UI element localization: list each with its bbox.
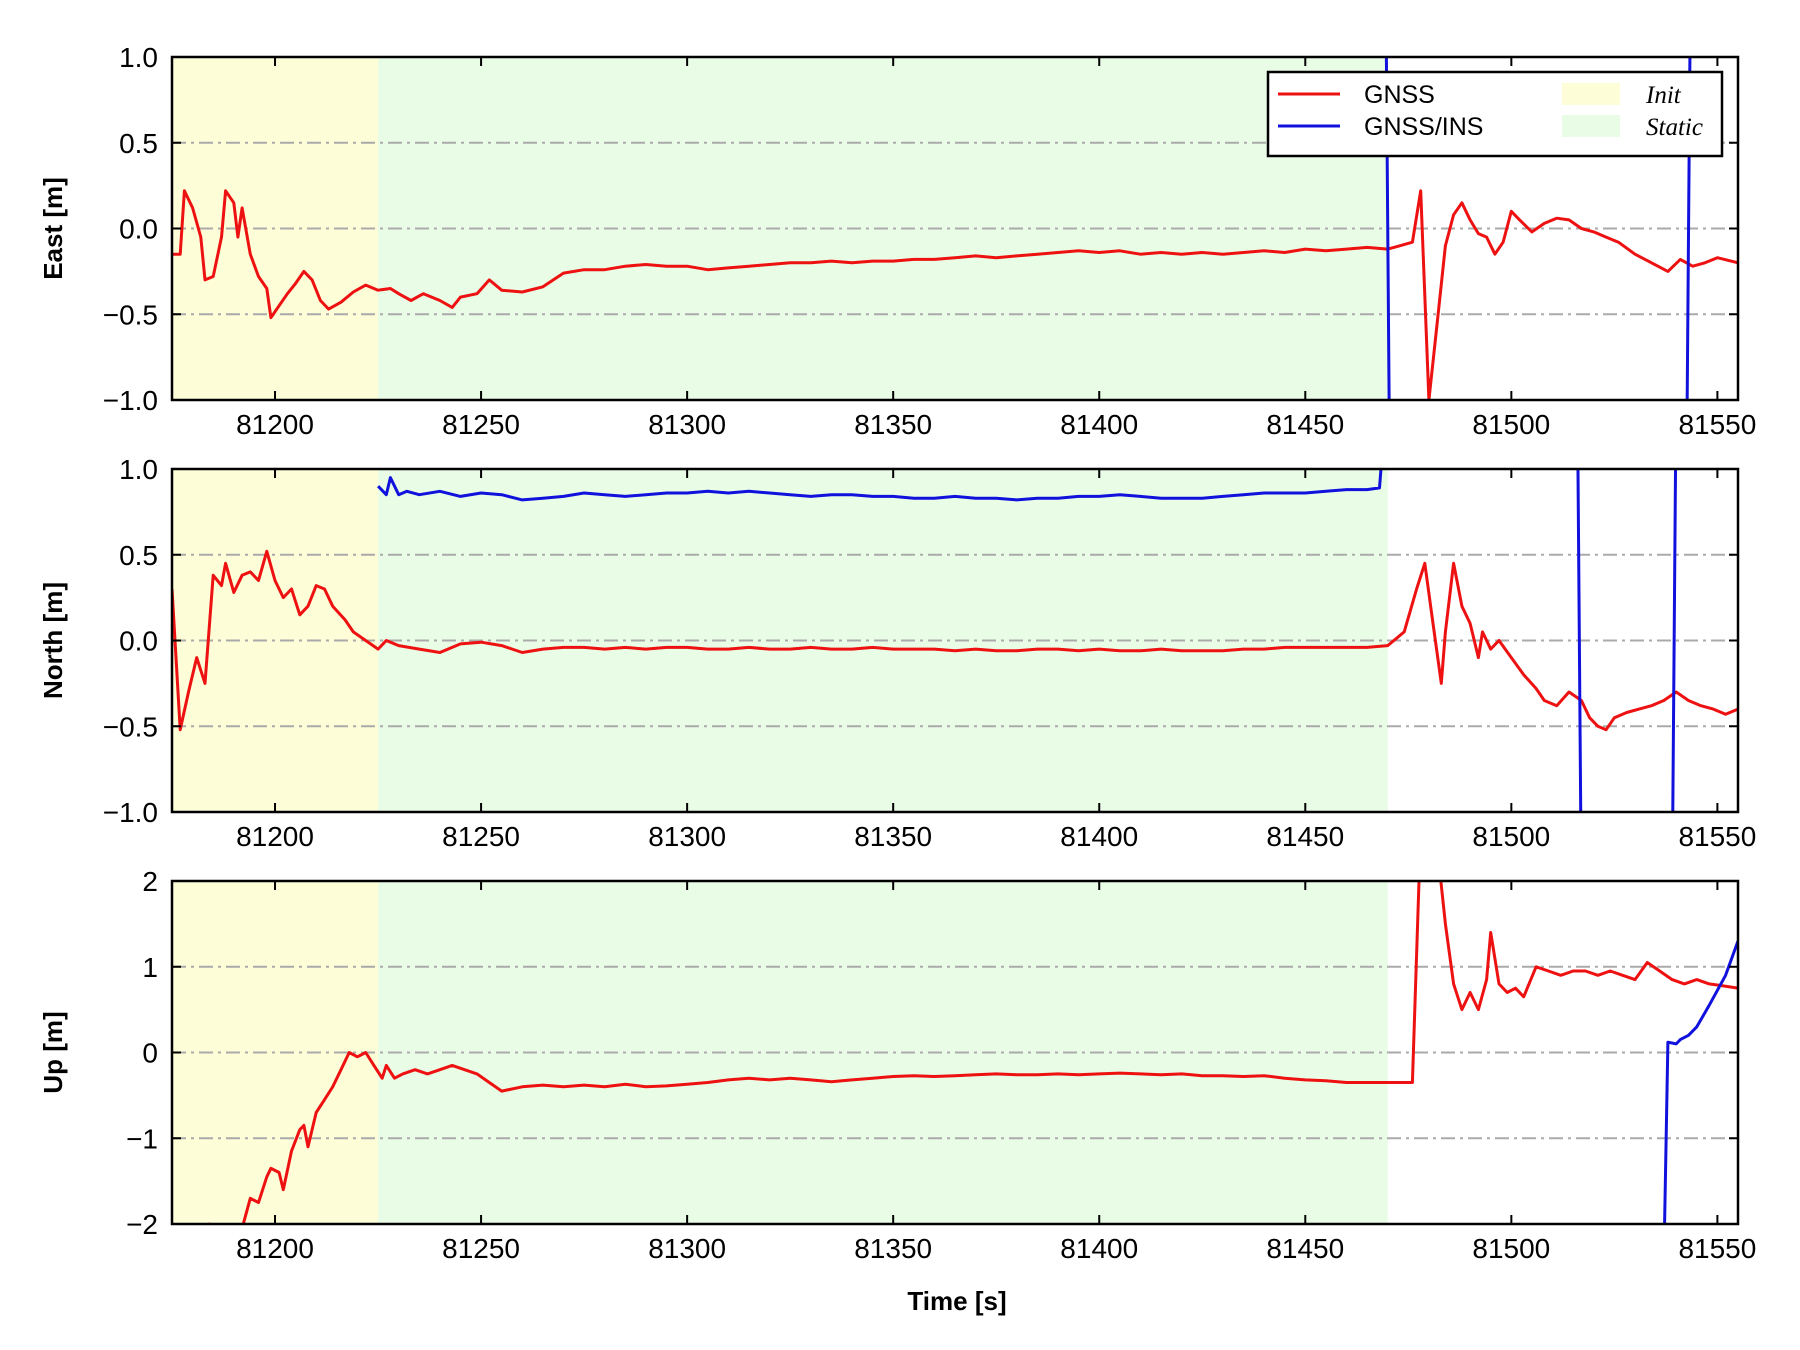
- y-tick-label: −0.5: [103, 711, 158, 742]
- x-tick-label: 81200: [236, 1233, 314, 1264]
- y-tick-label: −1.0: [103, 797, 158, 828]
- series-line-gnss-ins: [1576, 469, 1583, 812]
- y-tick-label: 0: [142, 1038, 158, 1069]
- x-axis-label: Time [s]: [907, 1286, 1006, 1316]
- x-tick-label: 81200: [236, 821, 314, 852]
- x-tick-label: 81350: [854, 821, 932, 852]
- legend-label-gnss-ins: GNSS/INS: [1364, 113, 1483, 141]
- y-tick-label: −2: [126, 1209, 158, 1240]
- y-tick-label: −0.5: [103, 299, 158, 330]
- x-tick-label: 81500: [1472, 821, 1550, 852]
- x-tick-label: 81350: [854, 409, 932, 440]
- series-line-gnss-ins: [1685, 57, 1692, 400]
- legend-label-static: Static: [1646, 114, 1703, 141]
- y-tick-label: 1.0: [119, 42, 158, 73]
- series-line-gnss: [172, 549, 1738, 732]
- legend-label-gnss: GNSS: [1364, 81, 1435, 109]
- y-tick-label: 1: [142, 952, 158, 983]
- x-tick-label: 81250: [442, 409, 520, 440]
- y-axis-label-north: North [m]: [38, 582, 68, 699]
- x-tick-label: 81300: [648, 821, 726, 852]
- legend-swatch-init: [1562, 83, 1620, 105]
- x-tick-label: 81400: [1060, 409, 1138, 440]
- y-tick-label: −1: [126, 1123, 158, 1154]
- legend: GNSS GNSS/INS Init Static: [1266, 70, 1724, 158]
- x-tick-label: 81250: [442, 1233, 520, 1264]
- series-line-gnss-ins: [1671, 469, 1678, 812]
- legend-box: [1266, 70, 1724, 158]
- x-tick-label: 81200: [236, 409, 314, 440]
- y-tick-label: 2: [142, 866, 158, 897]
- y-tick-label: −1.0: [103, 385, 158, 416]
- x-tick-label: 81500: [1472, 1233, 1550, 1264]
- x-tick-label: 81550: [1678, 1233, 1756, 1264]
- x-tick-label: 81400: [1060, 821, 1138, 852]
- x-tick-label: 81300: [648, 1233, 726, 1264]
- x-tick-label: 81250: [442, 821, 520, 852]
- series-line-gnss-ins: [1663, 940, 1738, 1224]
- x-tick-label: 81550: [1678, 821, 1756, 852]
- y-tick-label: 0.0: [119, 214, 158, 245]
- x-tick-label: 81400: [1060, 1233, 1138, 1264]
- series-line-gnss: [172, 189, 1738, 400]
- series-line-gnss-ins: [1384, 57, 1391, 400]
- x-tick-label: 81450: [1266, 1233, 1344, 1264]
- series-line-gnss-ins: [377, 469, 1383, 502]
- x-tick-label: 81450: [1266, 821, 1344, 852]
- x-tick-label: 81500: [1472, 409, 1550, 440]
- x-tick-label: 81300: [648, 409, 726, 440]
- panel-east: 81200 81250 81300 81350 81400 81450 81500 81550…: [38, 42, 1756, 440]
- panel-north: 81200 81250 81300 81350 81400 81450 81500 81550…: [38, 454, 1756, 852]
- y-tick-label: 0.0: [119, 626, 158, 657]
- y-tick-label: 0.5: [119, 128, 158, 159]
- legend-swatch-static: [1562, 115, 1620, 137]
- x-tick-label: 81450: [1266, 409, 1344, 440]
- legend-label-init: Init: [1645, 82, 1682, 109]
- y-axis-label-up: Up [m]: [38, 1011, 68, 1093]
- x-tick-label: 81350: [854, 1233, 932, 1264]
- series-line-gnss: [205, 881, 1738, 1224]
- y-tick-label: 0.5: [119, 540, 158, 571]
- panel-up: 81200 81250 81300 81350 81400 81450 81500 81550…: [38, 866, 1756, 1264]
- y-tick-label: 1.0: [119, 454, 158, 485]
- y-axis-label-east: East [m]: [38, 177, 68, 280]
- x-tick-label: 81550: [1678, 409, 1756, 440]
